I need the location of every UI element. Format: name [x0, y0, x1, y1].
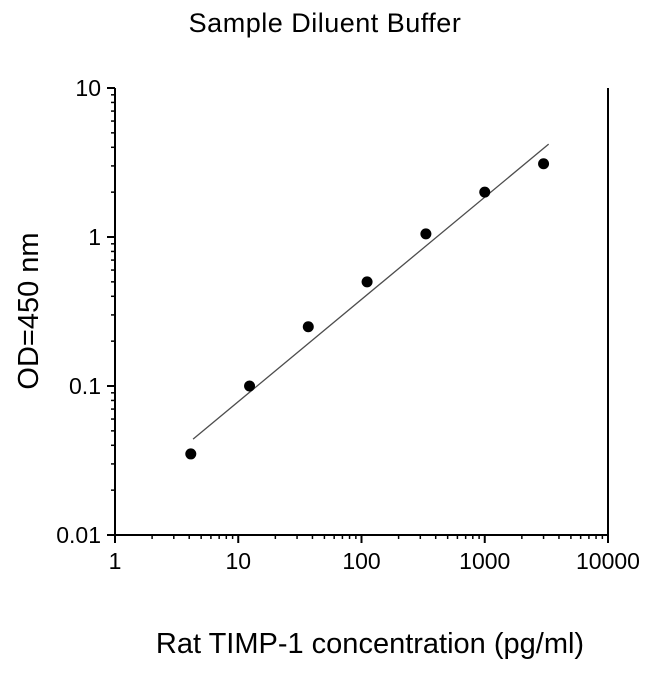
- y-tick-label: 0.1: [69, 373, 101, 399]
- data-point: [185, 448, 197, 460]
- x-tick-label: 10: [225, 548, 251, 574]
- data-point: [302, 321, 314, 333]
- x-tick-label: 10000: [576, 548, 640, 574]
- standard-curve-fit-line: [192, 143, 550, 440]
- data-point: [420, 228, 432, 240]
- data-point: [361, 276, 373, 288]
- x-tick-label: 100: [342, 548, 380, 574]
- chart-title: Sample Diluent Buffer: [188, 8, 462, 38]
- data-point: [538, 158, 550, 170]
- y-tick-label: 10: [75, 75, 101, 101]
- data-point: [479, 186, 491, 198]
- x-axis-title: Rat TIMP-1 concentration (pg/ml): [155, 628, 585, 660]
- x-tick-label: 1: [109, 548, 122, 574]
- y-tick-label: 0.01: [56, 522, 101, 548]
- x-tick-label: 1000: [459, 548, 510, 574]
- y-tick-label: 1: [88, 224, 101, 250]
- data-point: [244, 380, 256, 392]
